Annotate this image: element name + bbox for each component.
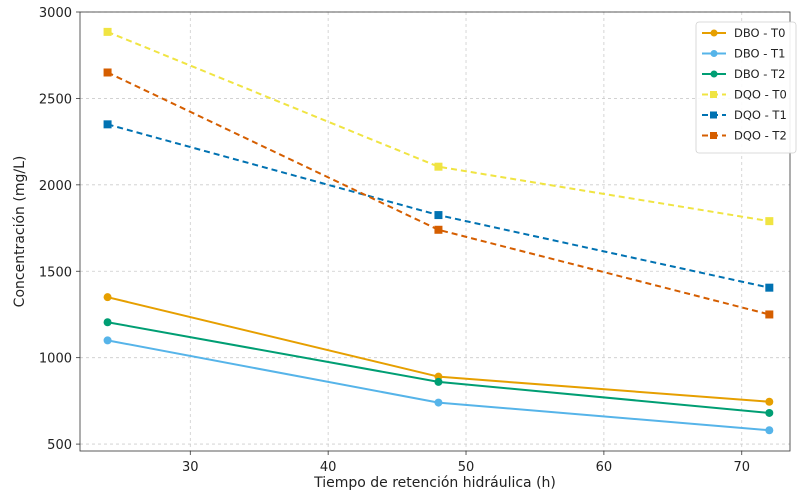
data-point <box>103 293 112 302</box>
y-tick-label: 1500 <box>39 265 72 280</box>
data-point <box>765 408 774 417</box>
series-1 <box>103 336 774 435</box>
data-point <box>765 217 774 226</box>
x-tick-label: 30 <box>182 460 199 475</box>
legend-swatch-marker <box>710 70 718 78</box>
data-point <box>103 68 112 77</box>
legend-label: DBO - T1 <box>734 47 785 61</box>
x-tick-label: 60 <box>596 460 613 475</box>
series-3 <box>103 27 774 226</box>
legend-label: DBO - T0 <box>734 26 785 40</box>
y-tick-label: 1000 <box>39 352 72 367</box>
data-point <box>103 318 112 327</box>
data-point <box>103 336 112 345</box>
legend-label: DQO - T0 <box>734 88 787 102</box>
legend-swatch-marker <box>710 111 717 119</box>
axis-ticks: 30 40 50 60 70 500 1000 1500 2000 2500 3000 <box>39 6 750 475</box>
series-2 <box>103 318 774 417</box>
legend-swatch-marker <box>710 50 718 57</box>
y-tick-label: 2500 <box>39 92 72 107</box>
x-tick-label: 50 <box>458 460 475 475</box>
data-point <box>434 225 443 234</box>
legend-swatch-marker <box>710 29 718 37</box>
series-line <box>107 71 770 316</box>
legend: DBO - T0 DBO - T1 DBO - T2 DQO - T0 DQO - T1… <box>695 21 797 154</box>
data-point <box>765 310 774 319</box>
legend-label: DQO - T1 <box>734 108 787 122</box>
series-line <box>107 296 770 403</box>
series-0 <box>103 293 774 406</box>
x-axis-label: Tiempo de retención hidráulica (h) <box>313 475 556 491</box>
data-point <box>765 283 774 292</box>
x-tick-label: 40 <box>320 460 337 475</box>
legend-swatch-marker <box>710 91 717 98</box>
data-point <box>434 211 443 220</box>
series-line <box>107 123 770 289</box>
data-point <box>103 120 112 129</box>
y-tick-label: 3000 <box>39 6 72 21</box>
plot-frame <box>79 11 791 452</box>
legend-label: DBO - T2 <box>734 67 785 81</box>
series-5 <box>103 68 774 319</box>
data-point <box>765 426 774 435</box>
y-tick-label: 2000 <box>39 179 72 194</box>
data-point <box>434 377 443 386</box>
data-point <box>434 162 443 171</box>
legend-swatch-marker <box>710 132 717 139</box>
y-axis-label: Concentración (mg/L) <box>12 156 28 308</box>
legend-box <box>695 21 797 154</box>
legend-label: DQO - T2 <box>734 129 787 143</box>
series-line <box>107 30 770 223</box>
data-point <box>765 397 774 406</box>
series-4 <box>103 120 774 292</box>
series-group <box>103 27 774 435</box>
data-point <box>434 398 443 407</box>
x-tick-label: 70 <box>733 460 750 475</box>
y-tick-label: 500 <box>47 438 72 453</box>
data-point <box>103 27 112 36</box>
